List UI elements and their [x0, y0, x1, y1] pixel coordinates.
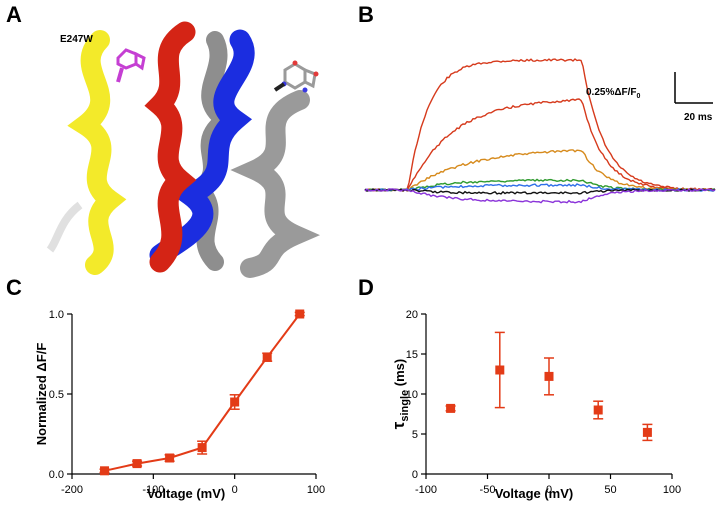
- trace-1: [364, 98, 716, 192]
- trace-4: [364, 183, 716, 192]
- mutant-label: E247W: [60, 34, 93, 45]
- chart-c-y-tick-label: 0.0: [49, 469, 64, 481]
- chart-d: Voltage (mV) τsingle (ms) -100 -50 0 50 100 0…: [389, 309, 681, 501]
- chart-d-x-tick-label: 100: [663, 484, 681, 496]
- chart-c-x-tick-label: -200: [61, 484, 83, 496]
- chart-d-x-tick-label: -100: [415, 484, 437, 496]
- chart-d-x-tick-label: 50: [604, 484, 616, 496]
- chart-c-y-tick-label: 1.0: [49, 309, 64, 321]
- chart-d-xlabel: Voltage (mV): [495, 486, 574, 501]
- panel-label-c: C: [6, 275, 22, 300]
- trace-6: [364, 188, 716, 204]
- yellow-helix: [67, 30, 127, 275]
- chart-d-y-tick-label: 15: [406, 349, 418, 361]
- tryptophan-sidechain: [116, 48, 146, 83]
- trace-5: [364, 188, 716, 195]
- chart-c-xlabel: Voltage (mV): [147, 486, 226, 501]
- chart-c-data-point: [295, 309, 305, 319]
- chart-d-y-tick-label: 10: [406, 389, 418, 401]
- chart-c-data-point: [197, 443, 207, 453]
- chart-d-data-point: [642, 427, 652, 437]
- chart-c: Voltage (mV) Normalized ΔF/F -200 -100 0 10…: [34, 309, 325, 501]
- chart-d-y-tick-label: 0: [412, 469, 418, 481]
- chart-d-data-point: [495, 365, 505, 375]
- chart-d-data-point: [593, 405, 603, 415]
- chart-c-data-point: [132, 459, 142, 469]
- trace-0: [364, 58, 716, 192]
- scale-bar-y-label: 0.25%ΔF/F0: [586, 87, 641, 100]
- panel-label-b: B: [358, 2, 374, 27]
- scale-bars: 0.25%ΔF/F0 20 ms: [586, 72, 713, 123]
- panel-label-d: D: [358, 275, 374, 300]
- ligand: [273, 60, 319, 93]
- trace-2: [364, 149, 716, 192]
- chart-c-data-point: [165, 453, 175, 463]
- chart-c-x-tick-label: -100: [142, 484, 164, 496]
- red-helix: [144, 21, 197, 273]
- fluorescence-traces: [364, 58, 716, 204]
- blue-helix: [149, 29, 255, 266]
- chart-c-y-tick-label: 0.5: [49, 389, 64, 401]
- chart-d-x-tick-label: 0: [546, 484, 552, 496]
- panel-label-a: A: [6, 2, 22, 27]
- chart-d-data-point: [446, 403, 456, 413]
- chart-c-data-point: [262, 352, 272, 362]
- chart-d-y-tick-label: 20: [406, 309, 418, 321]
- chart-d-y-tick-label: 5: [412, 429, 418, 441]
- chart-c-data-point: [230, 397, 240, 407]
- white-loop: [46, 201, 83, 253]
- scale-bar-x-label: 20 ms: [684, 112, 713, 123]
- structure-illustration: E247W: [44, 21, 334, 278]
- chart-c-x-tick-label: 0: [232, 484, 238, 496]
- grey-helix: [230, 90, 320, 278]
- chart-c-data-point: [100, 466, 110, 476]
- chart-c-x-tick-label: 100: [307, 484, 325, 496]
- chart-d-x-tick-label: -50: [480, 484, 496, 496]
- chart-c-ylabel: Normalized ΔF/F: [34, 343, 49, 446]
- chart-d-data-point: [544, 371, 554, 381]
- chart-d-ylabel: τsingle (ms): [389, 359, 411, 429]
